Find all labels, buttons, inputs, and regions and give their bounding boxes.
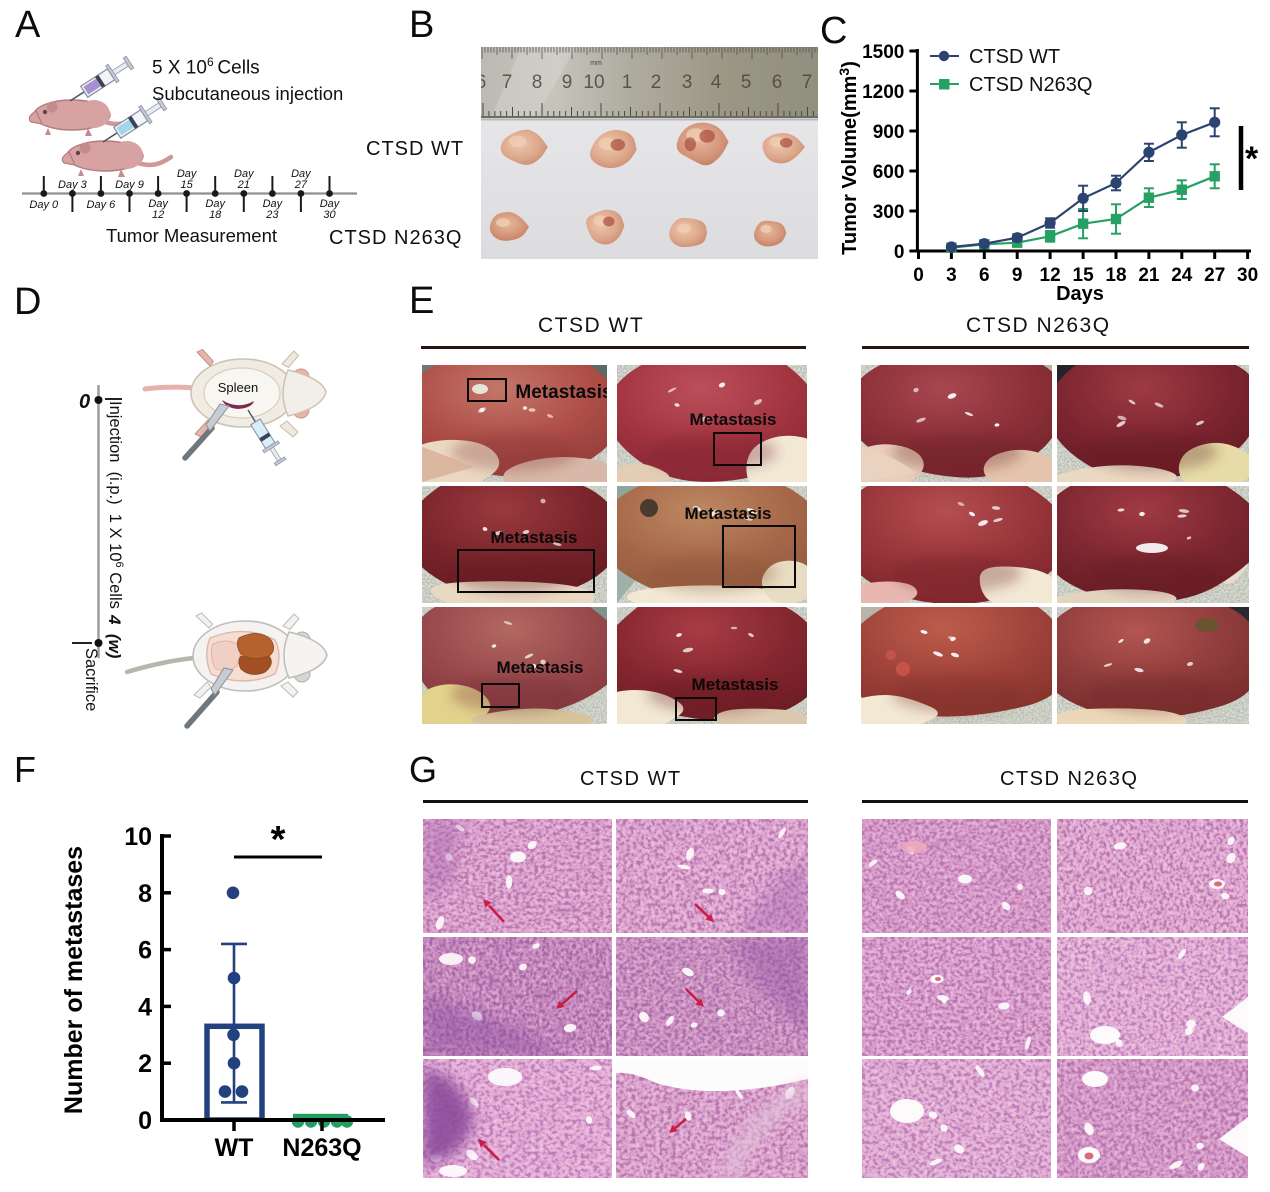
svg-text:900: 900 [873, 122, 905, 143]
svg-text:27: 27 [294, 179, 308, 191]
svg-text:Day: Day [320, 198, 341, 210]
svg-text:0: 0 [138, 1107, 152, 1135]
svg-text:21: 21 [1138, 265, 1160, 286]
svg-text:2: 2 [651, 72, 662, 93]
svg-text:30: 30 [323, 209, 336, 221]
svg-text:Day 0: Day 0 [29, 199, 59, 211]
svg-text:30: 30 [1237, 265, 1258, 286]
svg-text:Sacrifice: Sacrifice [82, 648, 100, 711]
svg-text:N263Q: N263Q [282, 1134, 361, 1162]
svg-text:15: 15 [180, 179, 193, 191]
svg-text:3: 3 [946, 265, 957, 286]
svg-text:1200: 1200 [862, 82, 904, 103]
svg-text:21: 21 [237, 179, 250, 191]
svg-text:7: 7 [502, 72, 513, 93]
svg-text:27: 27 [1204, 265, 1225, 286]
svg-text:4 (w): 4 (w) [105, 614, 124, 659]
svg-text:23: 23 [265, 209, 279, 221]
svg-text:Metastasis: Metastasis [685, 504, 772, 523]
svg-text:Day: Day [148, 198, 169, 210]
svg-text:1: 1 [622, 72, 633, 93]
svg-text:Day: Day [205, 198, 226, 210]
svg-text:Days: Days [1056, 283, 1104, 305]
svg-text:1500: 1500 [862, 42, 904, 63]
svg-text:300: 300 [873, 202, 905, 223]
svg-text:Day: Day [291, 168, 312, 180]
svg-text:Number of metastases: Number of metastases [60, 846, 88, 1114]
svg-text:4: 4 [138, 993, 152, 1021]
svg-text:600: 600 [873, 162, 905, 183]
svg-text:*: * [271, 819, 286, 861]
svg-text:4: 4 [711, 72, 722, 93]
svg-text:9: 9 [562, 72, 573, 93]
svg-text:Spleen: Spleen [218, 380, 258, 395]
svg-text:0: 0 [894, 242, 905, 263]
svg-text:*: * [1245, 140, 1259, 178]
svg-text:10: 10 [124, 823, 152, 851]
svg-text:Day 9: Day 9 [115, 179, 144, 191]
svg-text:12: 12 [1040, 265, 1061, 286]
svg-text:Metastasis: Metastasis [690, 410, 777, 429]
svg-text:Metastasis: Metastasis [497, 658, 584, 677]
svg-text:6: 6 [481, 72, 486, 93]
svg-text:Day: Day [234, 168, 255, 180]
svg-text:6: 6 [138, 937, 152, 965]
svg-text:0: 0 [913, 265, 924, 286]
svg-text:8: 8 [532, 72, 543, 93]
svg-text:Metastasis: Metastasis [515, 382, 607, 403]
svg-text:Day: Day [263, 198, 284, 210]
svg-text:Injection (i.p.) 1 X 106 Cel: Injection (i.p.) 1 X 106 Cells [106, 401, 125, 609]
svg-text:Day 6: Day 6 [87, 199, 117, 211]
svg-text:8: 8 [138, 880, 152, 908]
svg-text:18: 18 [209, 209, 222, 221]
svg-text:Metastasis: Metastasis [692, 675, 779, 694]
svg-text:Day: Day [177, 168, 198, 180]
svg-text:6: 6 [772, 72, 783, 93]
svg-text:mm: mm [590, 60, 602, 67]
svg-text:7: 7 [802, 72, 813, 93]
svg-text:2: 2 [138, 1050, 152, 1078]
svg-text:24: 24 [1171, 265, 1193, 286]
svg-text:9: 9 [1012, 265, 1023, 286]
svg-text:Tumor Volume(mm3): Tumor Volume(mm3) [836, 61, 861, 255]
svg-text:3: 3 [682, 72, 693, 93]
svg-text:Day 3: Day 3 [58, 179, 88, 191]
svg-text:10: 10 [583, 72, 604, 93]
svg-text:12: 12 [152, 209, 164, 221]
svg-text:CTSD WT: CTSD WT [969, 46, 1060, 68]
svg-text:CTSD N263Q: CTSD N263Q [969, 74, 1092, 96]
svg-text:5: 5 [741, 72, 752, 93]
svg-text:15: 15 [1073, 265, 1095, 286]
svg-text:WT: WT [215, 1134, 254, 1162]
svg-text:6: 6 [979, 265, 990, 286]
svg-text:0: 0 [79, 391, 90, 413]
svg-text:18: 18 [1105, 265, 1126, 286]
svg-text:Metastasis: Metastasis [491, 528, 578, 547]
